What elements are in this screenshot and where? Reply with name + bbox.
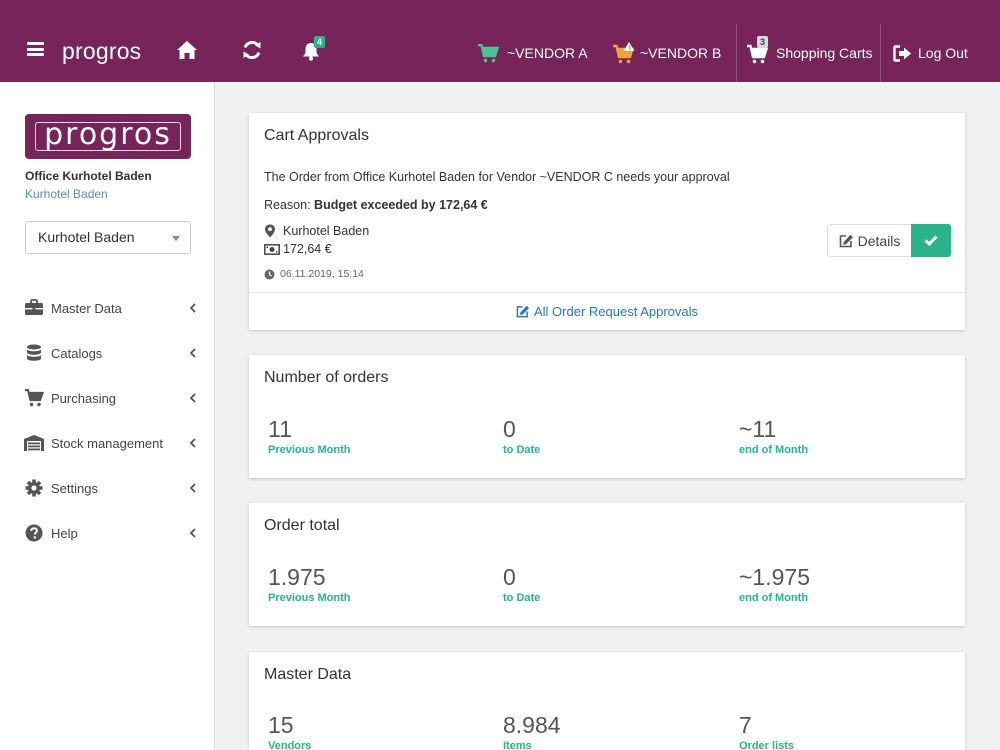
sidebar-item-purchasing[interactable]: Purchasing <box>24 386 196 410</box>
chevron-left-icon <box>189 348 196 358</box>
money-icon <box>264 243 280 255</box>
chevron-left-icon <box>189 393 196 403</box>
stat-label: Order lists <box>739 740 795 750</box>
sign-out-icon <box>893 44 911 62</box>
stat-label: end of Month <box>739 592 809 604</box>
approval-message: The Order from Office Kurhotel Baden for… <box>264 170 730 184</box>
top-bar: progros 4 ~VENDOR A ~VENDOR B <box>0 0 1000 82</box>
stat-value: ~1.975 <box>739 564 810 590</box>
stat-label: Previous Month <box>268 592 351 604</box>
sidebar-item-help[interactable]: Help <box>24 521 196 545</box>
location-select-value: Kurhotel Baden <box>38 229 135 245</box>
sidebar-item-label: Purchasing <box>51 390 117 406</box>
sidebar-item-label: Catalogs <box>51 345 103 361</box>
home-icon[interactable] <box>176 40 198 60</box>
panel-title: Cart Approvals <box>264 127 369 144</box>
caret-down-icon <box>172 236 180 241</box>
shopping-cart-icon <box>747 44 769 64</box>
vendor-a-label: ~VENDOR A <box>507 45 588 61</box>
stat-value: 0 <box>503 416 516 442</box>
stat-value: 7 <box>739 712 752 738</box>
details-label: Details <box>857 232 901 249</box>
clock-icon <box>264 269 275 279</box>
refresh-icon[interactable] <box>242 40 262 60</box>
logout-label: Log Out <box>918 45 968 61</box>
stat-value: 0 <box>503 564 516 590</box>
cart-approvals-panel: Cart Approvals The Order from Office Kur… <box>249 113 965 330</box>
sidebar-item-settings[interactable]: Settings <box>24 476 196 500</box>
gear-icon <box>25 479 43 497</box>
approval-amount: 172,64 € <box>264 242 332 256</box>
question-circle-icon <box>25 524 43 542</box>
sidebar: progros Office Kurhotel Baden Kurhotel B… <box>0 82 215 750</box>
chevron-left-icon <box>189 528 196 538</box>
chevron-left-icon <box>189 303 196 313</box>
stat-value: 11 <box>268 416 292 442</box>
master-data-panel: Master Data 15 Vendors 8.984 Items 7 Ord… <box>249 652 965 750</box>
sidebar-item-stock-management[interactable]: Stock management <box>24 431 196 455</box>
panel-title: Number of orders <box>264 369 389 386</box>
edit-icon <box>839 234 853 247</box>
stat-label: to Date <box>503 592 541 604</box>
warehouse-icon <box>24 435 44 451</box>
stat-label: Vendors <box>268 740 312 750</box>
details-button[interactable]: Details <box>827 224 912 257</box>
map-marker-icon <box>265 224 275 238</box>
approval-reason: Reason: Budget exceeded by 172,64 € <box>264 198 488 212</box>
logout-link[interactable]: Log Out <box>893 24 968 82</box>
vendor-b-cart-link[interactable]: ~VENDOR B <box>612 24 721 82</box>
chevron-left-icon <box>189 483 196 493</box>
location-select[interactable]: Kurhotel Baden <box>25 221 191 254</box>
approve-button[interactable] <box>911 224 951 257</box>
cart-warning-icon <box>613 42 635 64</box>
sidebar-item-catalogs[interactable]: Catalogs <box>24 341 196 365</box>
vendor-b-label: ~VENDOR B <box>640 45 722 61</box>
approval-timestamp: 06.11.2019, 15:14 <box>264 268 364 280</box>
stat-value: 15 <box>268 712 294 738</box>
sidebar-item-label: Master Data <box>51 300 122 316</box>
menu-toggle-icon[interactable] <box>27 42 44 56</box>
carts-badge: 3 <box>757 36 769 48</box>
all-approvals-label: All Order Request Approvals <box>533 304 699 319</box>
number-of-orders-panel: Number of orders 11 Previous Month 0 to … <box>249 355 965 478</box>
stat-label: Previous Month <box>268 444 351 456</box>
check-icon <box>924 235 938 246</box>
cart-icon <box>478 43 499 62</box>
vendor-a-cart-link[interactable]: ~VENDOR A <box>477 24 588 82</box>
reason-value: Budget exceeded by 172,64 € <box>314 198 488 212</box>
stat-label: end of Month <box>739 444 809 456</box>
office-name: Office Kurhotel Baden <box>25 169 152 183</box>
all-approvals-link[interactable]: All Order Request Approvals <box>249 292 965 330</box>
chevron-left-icon <box>189 438 196 448</box>
sidebar-item-label: Settings <box>51 480 98 496</box>
briefcase-icon <box>25 299 43 315</box>
sidebar-item-label: Help <box>51 525 78 541</box>
sidebar-item-master-data[interactable]: Master Data <box>24 296 196 320</box>
notifications-badge: 4 <box>314 36 326 48</box>
stat-label: Items <box>503 740 532 750</box>
nav-divider <box>736 24 737 82</box>
shopping-carts-label: Shopping Carts <box>776 45 873 61</box>
stat-value: ~11 <box>739 416 777 442</box>
stat-label: to Date <box>503 444 541 456</box>
panel-title: Order total <box>264 517 340 534</box>
reason-label: Reason: <box>264 198 311 212</box>
office-subtitle: Kurhotel Baden <box>25 187 108 201</box>
order-total-panel: Order total 1.975 Previous Month 0 to Da… <box>249 503 965 626</box>
edit-icon <box>516 305 530 318</box>
panel-title: Master Data <box>264 666 352 683</box>
stat-value: 1.975 <box>268 564 326 590</box>
database-icon <box>27 344 41 361</box>
approval-location: Kurhotel Baden <box>264 224 369 238</box>
sidebar-item-label: Stock management <box>51 435 164 451</box>
stat-value: 8.984 <box>503 712 561 738</box>
brand-name[interactable]: progros <box>62 38 142 64</box>
progros-logo: progros <box>25 114 191 159</box>
cart-icon <box>25 389 44 407</box>
nav-divider <box>880 24 881 82</box>
shopping-carts-link[interactable]: Shopping Carts <box>746 24 873 82</box>
